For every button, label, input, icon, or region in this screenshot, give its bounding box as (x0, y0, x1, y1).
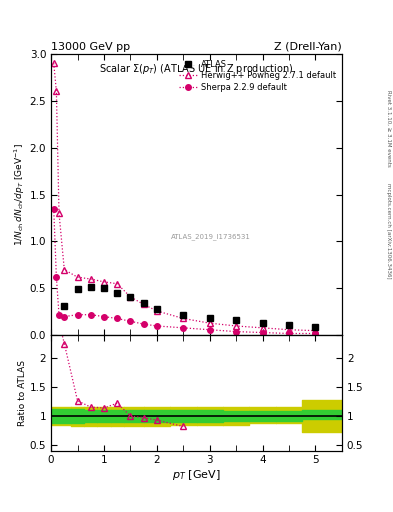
Text: Scalar $\Sigma(p_T)$ (ATLAS UE in Z production): Scalar $\Sigma(p_T)$ (ATLAS UE in Z prod… (99, 62, 294, 76)
X-axis label: $p_T$ [GeV]: $p_T$ [GeV] (172, 468, 221, 482)
Text: Rivet 3.1.10, ≥ 3.1M events: Rivet 3.1.10, ≥ 3.1M events (386, 90, 391, 166)
Legend: ATLAS, Herwig++ Powheg 2.7.1 default, Sherpa 2.2.9 default: ATLAS, Herwig++ Powheg 2.7.1 default, Sh… (178, 58, 338, 93)
Y-axis label: Ratio to ATLAS: Ratio to ATLAS (18, 360, 27, 426)
Text: ATLAS_2019_I1736531: ATLAS_2019_I1736531 (171, 233, 251, 240)
Text: 13000 GeV pp: 13000 GeV pp (51, 41, 130, 52)
Text: mcplots.cern.ch [arXiv:1306.3436]: mcplots.cern.ch [arXiv:1306.3436] (386, 183, 391, 278)
Y-axis label: $1/N_\mathrm{ch}\,dN_\mathrm{ch}/dp_T$ [GeV$^{-1}$]: $1/N_\mathrm{ch}\,dN_\mathrm{ch}/dp_T$ [… (13, 143, 27, 246)
Text: Z (Drell-Yan): Z (Drell-Yan) (274, 41, 342, 52)
